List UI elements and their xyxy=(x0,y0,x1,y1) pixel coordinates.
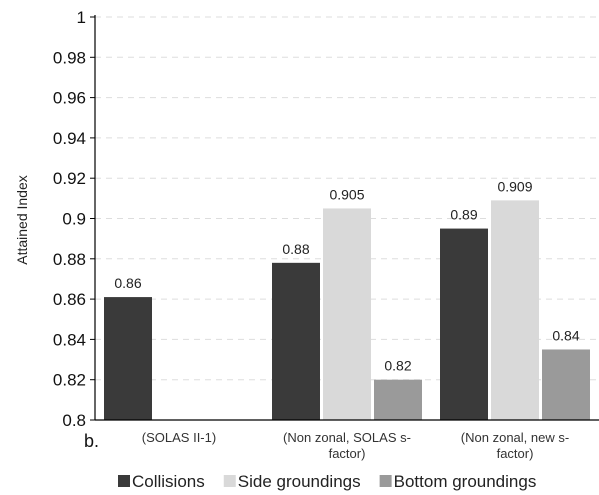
y-tick-label: 0.88 xyxy=(53,250,86,269)
bar-side-groundings xyxy=(323,208,371,420)
bar-collisions xyxy=(440,228,488,420)
y-tick-label: 0.8 xyxy=(62,411,86,430)
bars: 0.86 0.88 0.905 0.82 0.89 0.909 0.84 xyxy=(104,178,590,420)
y-tick-label: 0.98 xyxy=(53,48,86,67)
x-category-label: (Non zonal, SOLAS s- xyxy=(283,430,411,445)
panel-label: b. xyxy=(84,431,99,451)
y-axis-title: Attained Index xyxy=(14,175,30,265)
x-category-label: factor) xyxy=(497,446,534,461)
legend-swatch xyxy=(379,475,392,487)
y-tick-label: 0.94 xyxy=(53,129,86,148)
legend-swatch xyxy=(223,475,236,487)
data-label: 0.86 xyxy=(114,275,141,291)
data-label: 0.88 xyxy=(282,241,309,257)
bar-collisions xyxy=(272,262,320,420)
y-tick-label: 0.96 xyxy=(53,89,86,108)
x-category-label: factor) xyxy=(329,446,366,461)
data-label: 0.909 xyxy=(497,178,532,194)
y-tick-label: 0.92 xyxy=(53,169,86,188)
y-tick-label: 0.82 xyxy=(53,371,86,390)
legend-label: Collisions xyxy=(132,472,205,491)
y-tick-label: 1 xyxy=(77,8,86,27)
axes: 0.8 0.82 0.84 0.86 0.88 0.9 0.92 0.94 0.96 0.98 1 (… xyxy=(53,8,599,461)
legend: Collisions Side groundings Bottom groundin… xyxy=(118,472,536,491)
x-category-label: (SOLAS II-1) xyxy=(142,430,216,445)
bar-bottom-groundings xyxy=(374,379,422,420)
data-label: 0.84 xyxy=(552,327,579,343)
data-label: 0.82 xyxy=(384,358,411,374)
y-tick-label: 0.9 xyxy=(62,210,86,229)
data-label: 0.905 xyxy=(329,186,364,202)
legend-label: Bottom groundings xyxy=(394,472,537,491)
y-tick-label: 0.84 xyxy=(53,330,86,349)
legend-label: Side groundings xyxy=(238,472,361,491)
bar-side-groundings xyxy=(491,200,539,420)
x-category-label: (Non zonal, new s- xyxy=(461,430,569,445)
y-tick-label: 0.86 xyxy=(53,290,86,309)
bar-collisions xyxy=(104,297,152,420)
data-label: 0.89 xyxy=(450,207,477,223)
legend-swatch xyxy=(118,475,130,487)
bar-bottom-groundings xyxy=(542,349,590,420)
